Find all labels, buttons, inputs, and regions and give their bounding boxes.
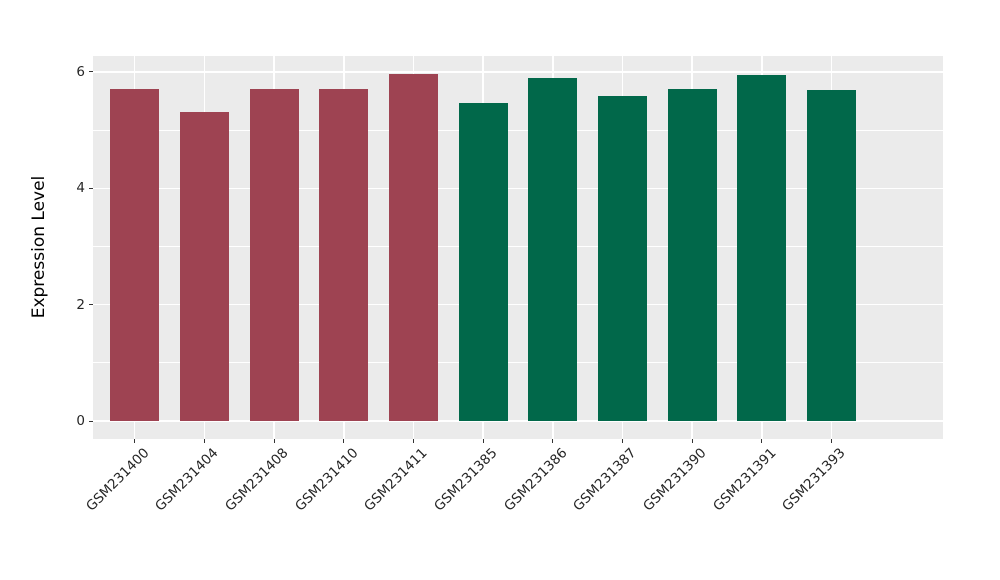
y-tick-mark	[89, 187, 93, 189]
bar-GSM231393	[807, 90, 857, 421]
bar-GSM231386	[528, 77, 578, 421]
x-tick-label: GSM231408	[222, 445, 292, 515]
y-tick-mark	[89, 71, 93, 73]
minor-gridline	[93, 246, 943, 247]
y-tick-label: 2	[76, 296, 85, 313]
y-tick-mark	[89, 420, 93, 422]
x-tick-mark	[203, 439, 205, 443]
x-tick-label: GSM231386	[500, 445, 571, 515]
minor-gridline	[93, 129, 943, 131]
x-tick-label: GSM231411	[361, 445, 431, 515]
major-gridline	[93, 187, 943, 189]
x-tick-label: GSM231410	[291, 445, 362, 515]
x-tick-label: GSM231390	[640, 445, 710, 515]
bar-GSM231400	[110, 88, 160, 421]
bar-GSM231411	[388, 73, 438, 421]
x-tick-label: GSM231385	[431, 445, 501, 515]
bar-GSM231408	[249, 88, 299, 421]
major-gridline	[93, 303, 943, 306]
x-tick-mark	[343, 439, 345, 443]
x-tick-mark	[412, 439, 414, 443]
x-tick-mark	[691, 439, 693, 443]
bar-GSM231391	[737, 74, 787, 421]
x-tick-mark	[831, 439, 833, 443]
minor-gridline	[93, 362, 943, 364]
bar-GSM231385	[458, 102, 508, 421]
x-tick-mark	[761, 439, 763, 443]
y-tick-label: 0	[76, 413, 85, 429]
x-tick-label: GSM231404	[152, 445, 222, 515]
x-tick-mark	[134, 439, 136, 443]
y-tick-mark	[89, 304, 93, 306]
y-tick-label: 4	[76, 180, 85, 197]
x-tick-mark	[273, 439, 275, 443]
bar-GSM231387	[598, 95, 647, 421]
x-tick-label: GSM231393	[779, 445, 849, 515]
x-tick-label: GSM231400	[82, 445, 153, 515]
bar-GSM231410	[319, 88, 369, 421]
x-tick-label: GSM231387	[570, 445, 640, 515]
y-tick-label: 6	[76, 63, 85, 80]
bar-GSM231404	[179, 112, 229, 421]
x-tick-mark	[552, 439, 554, 443]
bar-GSM231390	[667, 88, 717, 421]
major-gridline	[93, 420, 943, 422]
x-tick-label: GSM231391	[709, 445, 780, 515]
x-tick-mark	[622, 439, 623, 443]
major-gridline	[93, 71, 943, 73]
x-tick-mark	[482, 439, 484, 443]
plot-panel	[93, 56, 943, 439]
